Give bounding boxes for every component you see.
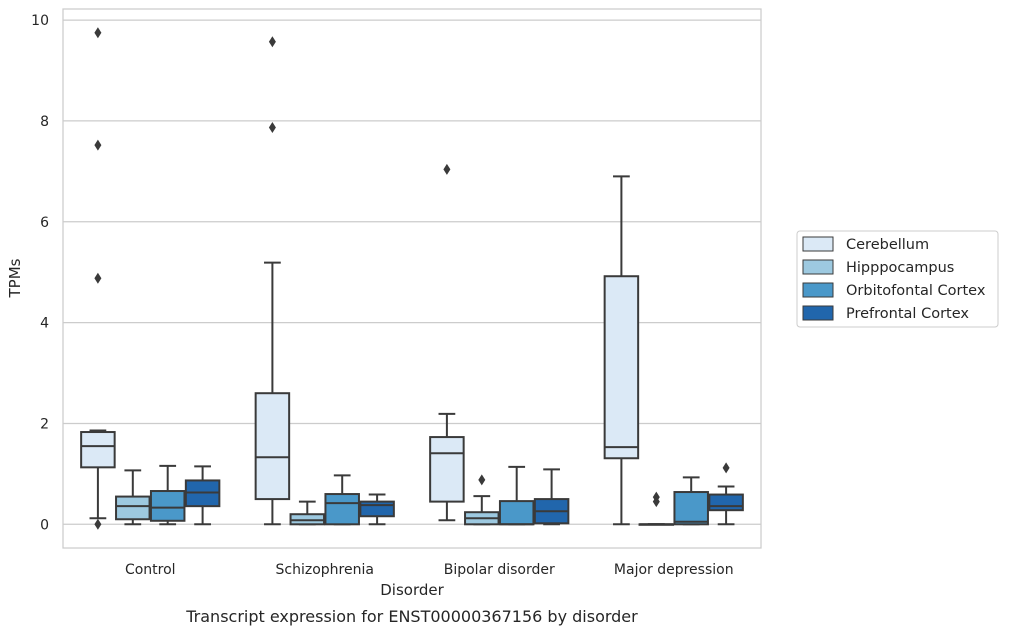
y-tick-label: 10 <box>31 13 49 29</box>
box <box>673 491 709 526</box>
legend-label: Cerebellum <box>846 237 929 253</box>
outlier-marker <box>268 121 276 133</box>
y-tick-labels: 0 2 4 6 8 10 <box>31 13 49 533</box>
grid-lines <box>63 19 761 525</box>
box-group <box>289 500 326 526</box>
outlier-marker <box>443 163 451 175</box>
outlier-marker <box>94 518 102 530</box>
x-tick-labels: Control Schizophrenia Bipolar disorder Majo… <box>125 562 734 578</box>
x-tick-label: Bipolar disorder <box>444 562 555 578</box>
box-series <box>80 27 744 530</box>
legend-swatch <box>802 305 834 321</box>
box-group <box>184 465 221 526</box>
legend-swatch <box>802 259 834 275</box>
box-group <box>80 27 116 530</box>
legend-swatch <box>802 282 834 298</box>
box-group <box>254 36 291 526</box>
chart-caption: Transcript expression for ENST0000036715… <box>185 607 638 626</box>
box-group <box>115 469 151 526</box>
box <box>429 436 465 503</box>
outlier-marker <box>94 139 102 151</box>
y-tick-label: 0 <box>40 517 49 533</box>
legend-label: Hipppocampus <box>846 260 954 276</box>
x-tick-label: Control <box>125 562 176 578</box>
box <box>708 493 744 512</box>
box-group <box>673 476 709 526</box>
x-tick-label: Major depression <box>614 562 734 578</box>
legend: Cerebellum Hipppocampus Orbitofontal Corte… <box>796 230 999 328</box>
outlier-marker <box>478 474 486 486</box>
box <box>359 500 395 518</box>
box-group <box>498 465 535 526</box>
x-axis-label: Disorder <box>380 581 444 599</box>
y-tick-label: 8 <box>40 114 49 130</box>
y-tick-label: 6 <box>40 215 49 231</box>
plot-area-frame <box>62 8 762 549</box>
y-axis-label: TPMs <box>6 258 24 298</box>
box-group <box>429 163 465 522</box>
outlier-marker <box>94 27 102 39</box>
box <box>254 392 291 501</box>
box-group <box>359 493 395 526</box>
legend-swatch <box>802 236 834 252</box>
legend-label: Orbitofontal Cortex <box>846 283 986 299</box>
outlier-marker <box>652 496 660 508</box>
outlier-marker <box>94 272 102 284</box>
x-tick-label: Schizophrenia <box>276 562 374 578</box>
legend-label: Prefrontal Cortex <box>846 306 969 322</box>
box <box>149 490 186 522</box>
box <box>80 431 116 469</box>
box <box>289 513 326 526</box>
box-group <box>464 474 500 526</box>
box <box>603 275 640 460</box>
box <box>498 500 535 526</box>
box <box>324 493 360 526</box>
box-group <box>638 491 675 526</box>
y-tick-label: 2 <box>40 416 49 432</box>
outlier-marker <box>268 36 276 48</box>
outlier-marker <box>722 462 730 474</box>
box <box>115 495 151 521</box>
box-group <box>708 462 744 526</box>
y-tick-label: 4 <box>40 316 49 332</box>
box-group <box>603 175 640 526</box>
box-group <box>149 464 186 526</box>
legend-frame <box>796 230 999 328</box>
box-group <box>324 474 360 526</box>
box-group <box>533 468 570 526</box>
